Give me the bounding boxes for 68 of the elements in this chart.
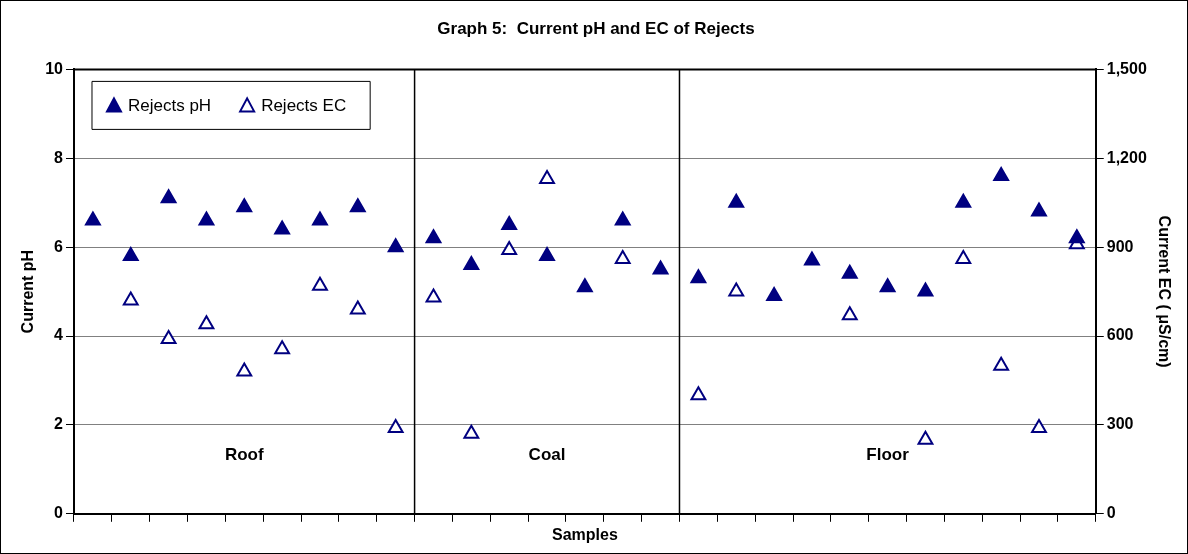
- point: [425, 229, 442, 244]
- legend-label: Rejects pH: [128, 96, 212, 116]
- point: [879, 278, 896, 293]
- point: [690, 269, 707, 284]
- point: [274, 340, 291, 355]
- point: [312, 276, 328, 291]
- y-axis-title: Current pH: [19, 249, 37, 334]
- point: [614, 250, 631, 265]
- point: [766, 287, 783, 302]
- y-tick-label: 8: [54, 148, 64, 166]
- annotation: Floor: [866, 445, 910, 465]
- point: [274, 220, 291, 235]
- point: [690, 386, 707, 401]
- point: [198, 315, 215, 330]
- point: [349, 198, 366, 213]
- annotation: Coal: [528, 445, 566, 465]
- legend-label: Rejects EC: [261, 96, 347, 116]
- annotation: Roof: [224, 445, 264, 465]
- point: [728, 193, 745, 208]
- point: [160, 189, 177, 204]
- point: [955, 193, 972, 208]
- point: [917, 282, 934, 297]
- point: [804, 251, 820, 266]
- point: [1031, 202, 1047, 217]
- point: [122, 247, 139, 262]
- point: [993, 356, 1010, 371]
- point: [425, 288, 442, 303]
- y2-tick-label: 1,200: [1106, 148, 1147, 166]
- point: [236, 198, 253, 213]
- y-tick-label: 4: [54, 326, 64, 344]
- point: [236, 362, 253, 377]
- point: [463, 255, 480, 270]
- point: [501, 215, 518, 230]
- point: [501, 241, 518, 256]
- y2-tick-label: 1,500: [1106, 59, 1147, 77]
- point: [576, 278, 593, 293]
- chart-title: Graph 5: Current pH and EC of Rejects: [437, 18, 755, 38]
- point: [312, 211, 328, 226]
- point: [539, 170, 555, 185]
- point: [993, 167, 1010, 182]
- x-axis-title: Samples: [551, 525, 618, 543]
- point: [122, 291, 139, 306]
- point: [955, 250, 972, 265]
- y-tick-label: 0: [54, 504, 64, 522]
- y2-tick-label: 600: [1106, 326, 1134, 344]
- point: [1068, 229, 1085, 244]
- point: [198, 211, 215, 226]
- point: [539, 247, 555, 262]
- point: [84, 211, 101, 226]
- y-tick-label: 2: [54, 415, 64, 433]
- point: [917, 430, 934, 445]
- point: [1031, 418, 1047, 433]
- y2-tick-label: 300: [1106, 415, 1134, 433]
- y-tick-label: 6: [54, 237, 64, 255]
- point: [463, 424, 480, 439]
- point: [349, 300, 366, 315]
- point: [841, 264, 858, 279]
- y-tick-label: 10: [45, 59, 64, 77]
- point: [728, 282, 745, 297]
- point: [387, 238, 404, 253]
- point: [841, 306, 858, 321]
- y2-axis-title: Current EC ( μS/cm): [1155, 215, 1173, 368]
- y2-tick-label: 0: [1106, 504, 1116, 522]
- point: [652, 260, 669, 275]
- point: [160, 330, 177, 344]
- y2-tick-label: 900: [1106, 237, 1134, 255]
- point: [387, 418, 404, 433]
- point: [614, 211, 631, 226]
